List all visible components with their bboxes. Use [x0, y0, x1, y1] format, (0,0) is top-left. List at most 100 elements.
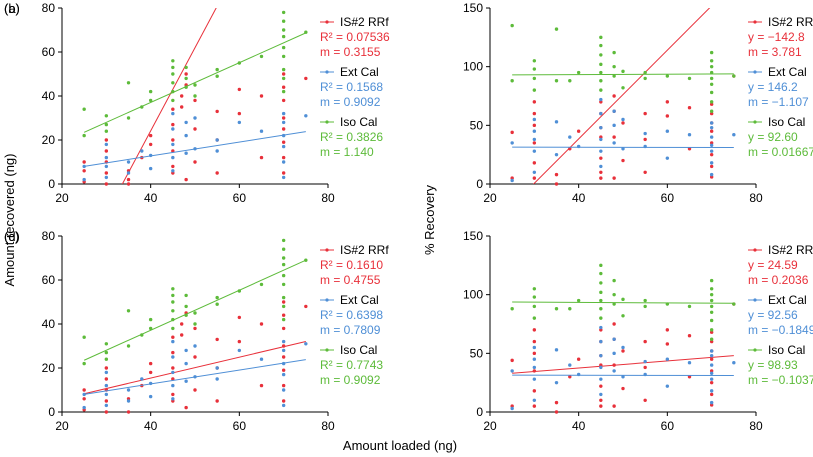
data-point — [126, 177, 131, 182]
series-rrf — [510, 302, 736, 414]
data-point — [104, 366, 109, 370]
data-point — [532, 129, 537, 133]
data-point — [709, 310, 714, 314]
x-tick-label: 40 — [572, 191, 586, 205]
data-point — [599, 97, 603, 102]
data-point — [193, 116, 197, 120]
data-point — [184, 293, 188, 298]
data-point — [510, 406, 514, 411]
data-point — [709, 135, 714, 139]
x-tick-label: 80 — [321, 191, 335, 205]
fit-line — [512, 301, 734, 304]
data-point — [82, 397, 86, 401]
data-point — [599, 176, 603, 180]
y-tick-label: 150 — [463, 1, 483, 15]
data-point — [599, 325, 603, 330]
legend-stat-1: R² = 0.7743 — [320, 358, 383, 372]
data-point — [532, 76, 537, 81]
data-point — [612, 369, 616, 373]
y-tick-label: 50 — [470, 118, 484, 132]
data-point — [281, 127, 286, 131]
legend-series-name: Ext Cal — [340, 65, 379, 79]
data-point — [643, 398, 647, 402]
data-point — [709, 111, 714, 116]
data-point — [171, 300, 175, 304]
data-point — [82, 392, 86, 397]
data-point — [510, 307, 514, 311]
data-point — [643, 359, 647, 364]
data-point — [171, 122, 175, 127]
data-point — [104, 155, 109, 160]
data-point — [237, 111, 242, 116]
data-point — [621, 345, 625, 350]
data-point — [215, 109, 219, 114]
data-point — [709, 363, 714, 367]
data-point — [612, 176, 616, 180]
data-point — [82, 133, 86, 138]
data-point — [281, 28, 286, 32]
data-point — [304, 114, 308, 118]
legend-stat-1: y = 24.59 — [748, 258, 798, 272]
data-point — [532, 161, 537, 165]
data-point — [281, 72, 286, 76]
data-point — [193, 160, 197, 164]
data-point — [171, 350, 175, 355]
series-ext — [82, 111, 308, 182]
data-point — [237, 120, 242, 125]
data-point — [126, 116, 131, 120]
data-point — [126, 81, 131, 85]
data-point — [281, 383, 286, 388]
data-point — [281, 238, 286, 243]
data-point — [281, 247, 286, 251]
data-point — [193, 322, 197, 326]
legend-stat-2: m = 0.9092 — [320, 373, 381, 387]
data-point — [126, 309, 131, 313]
fit-line — [512, 73, 734, 76]
data-point — [193, 344, 197, 348]
data-point — [599, 328, 603, 332]
data-point — [281, 120, 286, 125]
data-point — [171, 72, 175, 76]
data-point — [599, 170, 603, 174]
panel-label: (c) — [4, 229, 19, 244]
legend-stat-1: R² = 0.07536 — [320, 30, 390, 44]
data-point — [82, 361, 86, 366]
data-point — [599, 62, 603, 67]
data-point — [193, 311, 197, 315]
x-tick-label: 20 — [55, 191, 69, 205]
data-point — [599, 43, 603, 48]
data-point — [281, 140, 286, 144]
data-point — [126, 182, 131, 186]
y-tick-label: 100 — [463, 60, 483, 74]
data-point — [709, 380, 714, 385]
data-point — [665, 357, 670, 361]
legend-swatch-dot — [753, 70, 757, 74]
right-y-axis-title: % Recovery — [422, 184, 437, 255]
fit-line — [83, 259, 307, 361]
data-point — [621, 117, 625, 122]
data-point — [259, 129, 264, 133]
data-point — [643, 137, 647, 142]
fit-line — [532, 8, 711, 184]
legend-swatch-dot — [753, 120, 757, 124]
data-point — [532, 295, 537, 299]
data-point — [709, 125, 714, 130]
data-point — [568, 363, 572, 367]
data-point — [171, 138, 175, 142]
data-point — [171, 366, 175, 370]
data-point — [281, 372, 286, 377]
data-point — [281, 175, 286, 180]
x-tick-label: 20 — [483, 191, 497, 205]
legend-series-name: Iso Cal — [768, 343, 805, 357]
x-tick-label: 20 — [483, 419, 497, 433]
data-point — [215, 171, 219, 175]
data-point — [532, 404, 537, 408]
data-point — [612, 351, 616, 356]
data-point — [709, 121, 714, 125]
data-point — [687, 375, 692, 379]
data-point — [510, 79, 514, 83]
data-point — [532, 339, 537, 344]
data-point — [709, 175, 714, 179]
data-point — [532, 176, 537, 180]
